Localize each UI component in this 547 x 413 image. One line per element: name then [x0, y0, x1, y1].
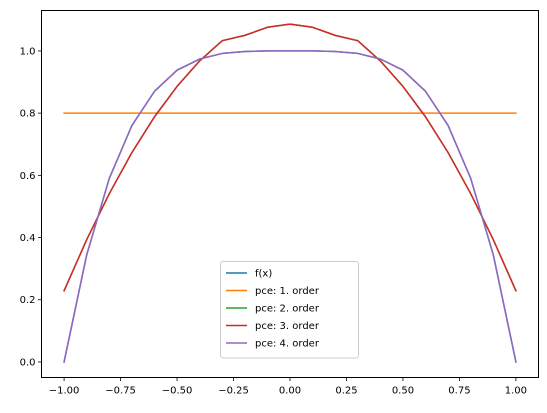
x-tick-label: 0.50 — [392, 386, 414, 397]
x-tick-label: 0.00 — [279, 386, 301, 397]
legend-label-5: pce: 4. order — [255, 339, 320, 350]
y-tick-label: 0.8 — [20, 109, 36, 120]
x-tick-label: −0.75 — [105, 386, 136, 397]
y-tick-label: 1.0 — [20, 46, 36, 57]
x-tick-label: 0.25 — [335, 386, 357, 397]
y-axis-ticks: 0.0 0.2 0.4 0.6 0.8 1.0 — [20, 46, 42, 368]
x-tick-label: −1.00 — [49, 386, 80, 397]
y-tick-label: 0.4 — [20, 233, 36, 244]
series-line-5 — [63, 50, 517, 363]
x-tick-label: −0.50 — [162, 386, 193, 397]
series-layer — [63, 23, 517, 363]
legend: f(x) pce: 1. order pce: 2. order pce: 3. or… — [220, 261, 359, 359]
legend-label-1: f(x) — [255, 269, 272, 280]
y-tick-label: 0.6 — [20, 171, 36, 182]
legend-label-4: pce: 3. order — [255, 321, 320, 332]
legend-label-2: pce: 1. order — [255, 286, 320, 297]
x-tick-label: 1.00 — [505, 386, 527, 397]
legend-box — [220, 261, 359, 359]
x-tick-label: −0.25 — [218, 386, 249, 397]
x-axis-ticks: −1.00 −0.75 −0.50 −0.25 0.00 0.25 0.50 0.75 1.00 — [49, 377, 527, 397]
legend-label-3: pce: 2. order — [255, 304, 320, 315]
y-tick-label: 0.2 — [20, 295, 36, 306]
series-line-4 — [63, 23, 517, 292]
y-tick-label: 0.0 — [20, 357, 36, 368]
x-tick-label: 0.75 — [448, 386, 470, 397]
